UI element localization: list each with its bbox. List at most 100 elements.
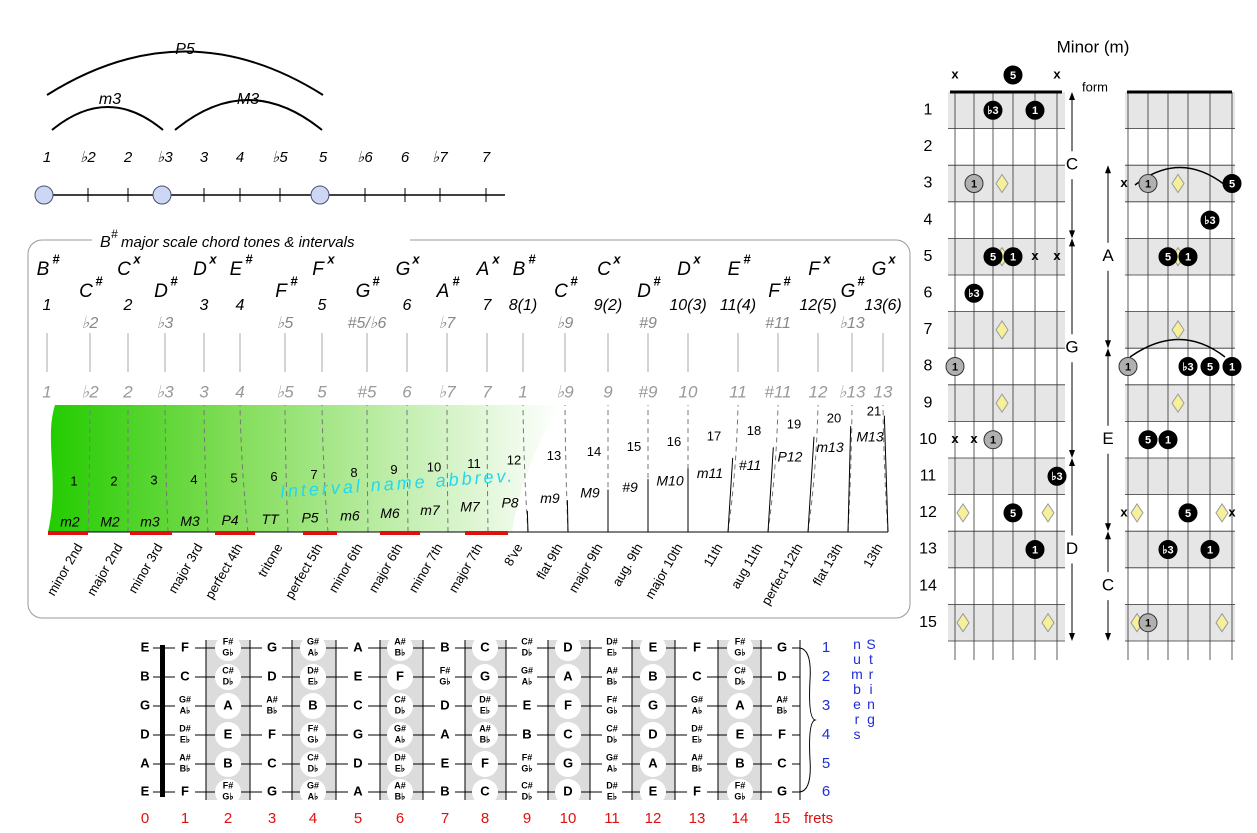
interval-number: 21: [867, 403, 881, 418]
note-circle: [215, 664, 241, 690]
arc-label: P5: [175, 41, 195, 58]
note-letter: D: [193, 259, 207, 280]
note: D: [648, 726, 657, 741]
note-sharp: C#: [606, 723, 618, 733]
note: F: [564, 697, 572, 712]
note-circle: [555, 693, 581, 719]
note: D: [563, 783, 572, 798]
note-backdrop: [517, 638, 537, 658]
note-letter: C: [117, 259, 131, 280]
note-circle: [640, 693, 666, 719]
interval-number: 6: [270, 469, 277, 484]
note-sharp: C#: [222, 665, 234, 675]
fret-number: 12: [645, 810, 662, 827]
degree-label: ♭2: [80, 149, 96, 166]
note: G: [777, 639, 787, 654]
string-number: 4: [822, 726, 830, 743]
note-backdrop: [262, 696, 282, 716]
interval-divider: [727, 404, 739, 533]
gray-degree: ♭5: [276, 382, 294, 401]
chart-title: Minor (m): [1057, 37, 1130, 56]
note-backdrop: [348, 638, 368, 658]
note-backdrop: [772, 725, 792, 745]
note-circle: [472, 635, 498, 661]
note: G: [648, 697, 658, 712]
note-flat: A♭: [180, 705, 191, 715]
interval-divider: [284, 404, 289, 533]
note-letter: E: [728, 259, 741, 280]
degree: 13(6): [864, 297, 901, 314]
note-circle: [387, 664, 413, 690]
arrow-head: [1105, 633, 1111, 641]
fret-row-shade: [1125, 92, 1235, 129]
note-circle: [387, 779, 413, 805]
interval-divider: [767, 404, 779, 533]
arrow-head: [1105, 165, 1111, 174]
note-sharp: D#: [606, 780, 618, 790]
note-backdrop: [348, 782, 368, 802]
chord-dot: [1200, 357, 1220, 376]
note-sharp: C#: [734, 665, 746, 675]
note-backdrop: [602, 754, 622, 774]
note-letter: B: [513, 259, 526, 280]
note-circle: [387, 722, 413, 748]
note-circle: [472, 664, 498, 690]
note-circle: [555, 779, 581, 805]
interval-divider-solid: [847, 426, 852, 533]
note-sharp: G#: [521, 665, 533, 675]
note-backdrop: [262, 782, 282, 802]
interval-number: 9: [390, 462, 397, 477]
note: C: [480, 783, 490, 798]
fret-number: 6: [396, 810, 404, 827]
degree: 1: [43, 297, 52, 314]
fret-marker: [1041, 502, 1055, 523]
string-name: G: [140, 697, 150, 712]
fret-marker: [995, 319, 1009, 340]
note-sharp: D#: [394, 752, 406, 762]
fret-number: 1: [181, 810, 189, 827]
arrow-head: [1069, 458, 1075, 466]
gray-degree: 4: [235, 382, 244, 401]
note-flat: B♭: [777, 705, 788, 715]
degree: 7: [483, 297, 493, 314]
note-letter: A: [436, 281, 450, 302]
note-accidental: x: [491, 251, 500, 266]
title-note: B: [100, 234, 111, 251]
frets-label: frets: [804, 810, 833, 827]
note: F: [396, 668, 404, 683]
note: G: [480, 668, 490, 683]
fret-number: 10: [560, 810, 577, 827]
degree: 3: [200, 297, 209, 314]
fret-number: 0: [141, 810, 149, 827]
dot-label: 5: [1229, 178, 1235, 190]
interval-number: 1: [70, 473, 77, 488]
chord-tone-circle: [152, 185, 172, 205]
dot-label: 1: [1145, 618, 1151, 630]
interval-arc: [174, 99, 323, 131]
note-backdrop: [687, 754, 707, 774]
label-backdrop: [138, 669, 153, 685]
degree: #11: [765, 315, 791, 332]
note: D: [267, 668, 276, 683]
note-sharp: A#: [606, 665, 618, 675]
gray-degree: 9: [603, 382, 613, 401]
note: C: [353, 697, 363, 712]
note: A: [563, 668, 573, 683]
note-sharp: A#: [394, 636, 406, 646]
note: B: [223, 755, 232, 770]
arrow-head: [1069, 450, 1075, 458]
interval-abbrev: P4: [221, 512, 238, 528]
chart-fret-number: 5: [924, 248, 933, 265]
interval-divider: [164, 404, 169, 533]
gray-degree: 5: [317, 382, 327, 401]
note-sharp: C#: [307, 752, 319, 762]
note-circle: [640, 779, 666, 805]
interval-number: 18: [747, 423, 761, 438]
gray-degree: ♭2: [81, 382, 99, 401]
dot-label: ♭3: [1204, 215, 1215, 227]
note-circle: [727, 693, 753, 719]
note-flat: D♭: [223, 676, 234, 686]
dot-label: 5: [1207, 361, 1213, 373]
fret-marker: [1171, 393, 1185, 414]
chord-dot: [1158, 540, 1178, 559]
